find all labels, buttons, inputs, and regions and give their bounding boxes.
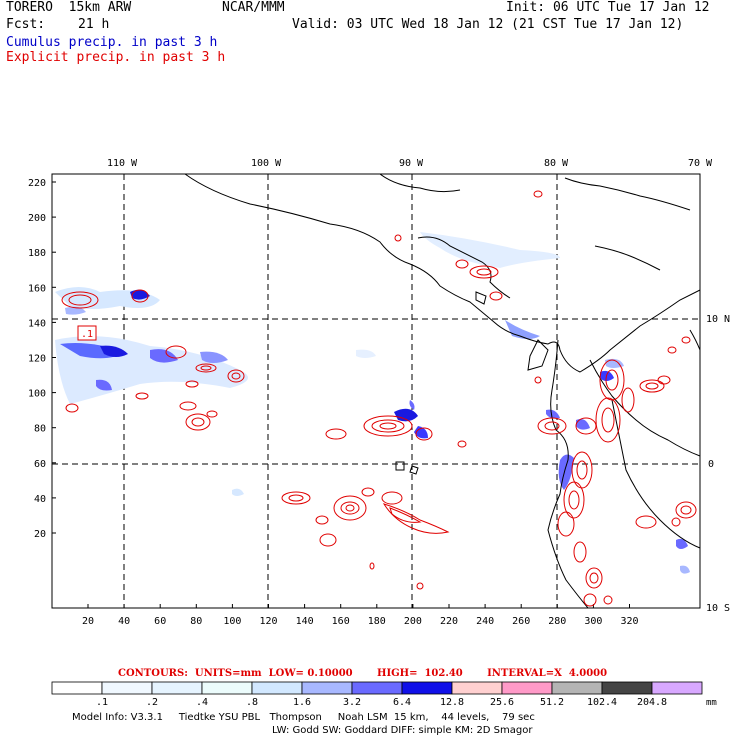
lon-label-110w: 110 W (107, 158, 138, 169)
colorbar-label: .4 (196, 697, 208, 708)
x-tick-label: 40 (118, 616, 130, 627)
lon-label-70w: 70 W (688, 158, 713, 169)
colorbar-label: .1 (96, 697, 108, 708)
x-tick-label: 20 (82, 616, 94, 627)
colorbar-swatch (601, 681, 653, 695)
y-tick-label: 160 (28, 283, 46, 294)
colorbar-label: 3.2 (343, 697, 361, 708)
x-tick-label: 280 (548, 616, 566, 627)
y-tick-label: 20 (34, 529, 46, 540)
colorbar-unit: mm (706, 698, 717, 708)
colorbar-swatch (201, 681, 253, 695)
forecast-label: Fcst: (6, 17, 46, 32)
colorbar-swatch (51, 681, 103, 695)
explicit-precip-contours (61, 190, 697, 607)
y-tick-label: 180 (28, 248, 46, 259)
colorbar-swatch (151, 681, 203, 695)
x-tick-label: 240 (476, 616, 494, 627)
colorbar-label: 25.6 (490, 697, 514, 708)
x-tick-label: 300 (584, 616, 602, 627)
model-info: Model Info: V3.3.1 Tiedtke YSU PBL Thomp… (72, 712, 535, 723)
colorbar-swatch (451, 681, 503, 695)
colorbar-swatch (351, 681, 403, 695)
y-tick-label: 100 (28, 389, 46, 400)
lon-label-100w: 100 W (251, 158, 282, 169)
colorbar-label: 1.6 (293, 697, 311, 708)
color-scale-bar: .1.2.4.8 1.6 3.2 6.4 12.8 25.6 51.2 102.4 204.8 … (51, 681, 717, 708)
y-tick-label: 60 (34, 459, 46, 470)
colorbar-label: 51.2 (540, 697, 564, 708)
colorbar-label: .8 (246, 697, 258, 708)
lat-lon-grid (52, 174, 700, 608)
contour-label-box (77, 325, 97, 341)
y-tick-label: 80 (34, 424, 46, 435)
y-tick-label: 220 (28, 178, 46, 189)
map-frame (51, 173, 701, 609)
lon-label-90w: 90 W (399, 158, 424, 169)
colorbar-swatch (651, 681, 703, 695)
model-title: TORERO 15km ARW (6, 0, 132, 15)
colorbar-swatch (401, 681, 453, 695)
x-tick-label: 220 (440, 616, 458, 627)
y-tick-label: 40 (34, 494, 46, 505)
colorbar-swatch (251, 681, 303, 695)
x-tick-label: 260 (512, 616, 530, 627)
contour-info: CONTOURS: UNITS=mm LOW= 0.10000 HIGH= 10… (118, 668, 608, 679)
colorbar-label: 6.4 (393, 697, 411, 708)
cumulus-precip-shading (55, 232, 690, 574)
colorbar-label: 12.8 (440, 697, 464, 708)
y-tick-label: 120 (28, 354, 46, 365)
precip-map: 110 W 100 W 90 W 80 W 70 W 10 N 0 10 S 2… (28, 158, 730, 627)
x-tick-label: 80 (190, 616, 202, 627)
x-tick-label: 120 (259, 616, 277, 627)
colorbar-label: 204.8 (637, 697, 667, 708)
cumulus-legend: Cumulus precip. in past 3 h (6, 35, 218, 50)
x-tick-label: 160 (332, 616, 350, 627)
colorbar-swatch (501, 681, 553, 695)
y-tick-label: 140 (28, 318, 46, 329)
colorbar-label: .2 (146, 697, 158, 708)
x-tick-label: 100 (223, 616, 241, 627)
physics-info: LW: Godd SW: Goddard DIFF: simple KM: 2D… (272, 725, 533, 736)
lat-label-0: 0 (708, 459, 714, 470)
x-tick-label: 60 (154, 616, 166, 627)
colorbar-swatch (551, 681, 603, 695)
org-label: NCAR/MMM (222, 0, 285, 15)
x-tick-label: 200 (404, 616, 422, 627)
colorbar-label: 102.4 (587, 697, 617, 708)
lat-label-10n: 10 N (706, 314, 730, 325)
colorbar-swatch (101, 681, 153, 695)
x-tick-label: 320 (620, 616, 638, 627)
contour-label-text: .1 (81, 329, 93, 340)
explicit-legend: Explicit precip. in past 3 h (6, 50, 226, 65)
forecast-hour: 21 h (78, 17, 110, 32)
coastlines (184, 173, 701, 609)
colorbar-swatch (301, 681, 353, 695)
x-tick-label: 180 (368, 616, 386, 627)
x-tick-label: 140 (296, 616, 314, 627)
lon-label-80w: 80 W (544, 158, 569, 169)
init-time: Init: 06 UTC Tue 17 Jan 12 (506, 0, 710, 15)
valid-time: Valid: 03 UTC Wed 18 Jan 12 (21 CST Tue … (292, 17, 684, 32)
y-tick-label: 200 (28, 213, 46, 224)
lat-label-10s: 10 S (706, 603, 730, 614)
